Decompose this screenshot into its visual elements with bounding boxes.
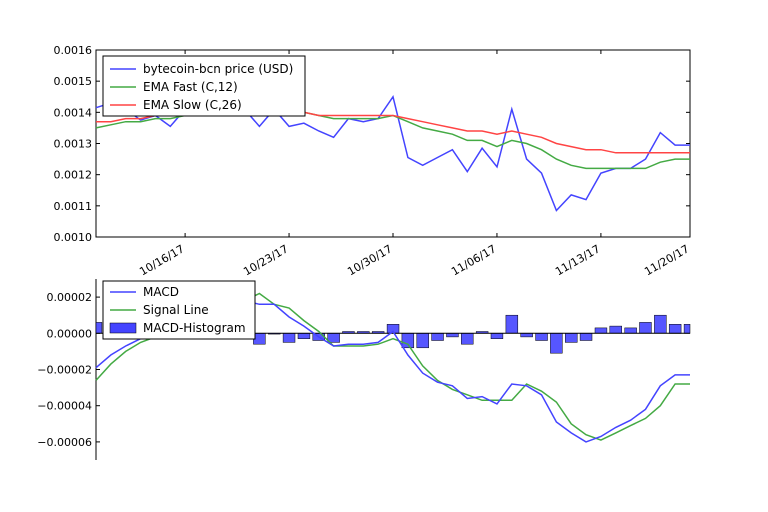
top-y-tick-label: 0.0010 [54,231,93,244]
histogram-bar [579,333,593,341]
series-line-1 [95,111,690,170]
histogram-bar [431,333,444,341]
legend-label: Signal Line [143,303,209,317]
legend-label: EMA Fast (C,12) [143,80,238,94]
bottom-legend: MACD Signal Line MACD-Histogram [102,280,256,340]
top-y-tick-label: 0.0016 [54,44,93,57]
x-tick-label: 10/30/17 [345,242,394,278]
price-ema-plot: 0.0010 0.0011 0.0012 0.0013 0.0014 0.0015 0.00… [54,44,692,278]
x-tick-label: 10/16/17 [137,242,186,278]
legend-swatch [109,322,137,334]
bottom-y-tick-label: 0.00002 [47,291,93,304]
histogram-bar [565,333,578,343]
histogram-bar [683,324,691,334]
macd-plot: 0.00002 0.00000 −0.00002 −0.00004 −0.00006 MA… [37,279,691,460]
top-y-tick-label: 0.0013 [54,138,93,151]
histogram-bar [668,324,682,334]
histogram-bar [95,322,103,334]
legend-label: MACD [143,285,179,299]
bottom-y-tick-label: −0.00004 [37,400,92,413]
x-tick-label: 11/06/17 [449,242,498,278]
histogram-bar [446,333,459,338]
x-tick-label: 10/23/17 [241,242,290,278]
top-legend: bytecoin-bcn price (USD) EMA Fast (C,12) E… [102,55,306,117]
histogram-bar [505,314,519,334]
top-y-tick-label: 0.0015 [54,75,93,88]
histogram-bar [461,333,474,345]
histogram-bar [297,333,311,339]
top-y-tick-label: 0.0012 [54,169,93,182]
bottom-y-tick-label: 0.00000 [47,327,93,340]
top-y-tick-label: 0.0011 [54,200,93,213]
bottom-y-tick-label: −0.00002 [37,364,92,377]
bottom-y-tick-label: −0.00006 [37,436,92,449]
histogram-bar [624,327,637,334]
histogram-bar [535,333,548,341]
legend-label: bytecoin-bcn price (USD) [143,62,293,76]
histogram-bar [594,327,608,334]
series-line-2 [96,111,690,154]
top-y-tick-label: 0.0014 [54,106,93,119]
histogram-bar [609,325,622,334]
histogram-bar [520,333,533,338]
histogram-bar [490,333,504,339]
histogram-bar [639,322,652,334]
x-tick-label: 11/20/17 [642,242,691,278]
legend-box [102,55,306,117]
x-tick-label: 11/13/17 [553,242,602,278]
legend-label: EMA Slow (C,26) [143,98,242,112]
histogram-bar [416,333,429,349]
histogram-bar [401,333,415,349]
histogram-bar [282,333,296,343]
histogram-bar [550,333,563,354]
histogram-bar [654,314,667,334]
legend-label: MACD-Histogram [143,321,246,335]
